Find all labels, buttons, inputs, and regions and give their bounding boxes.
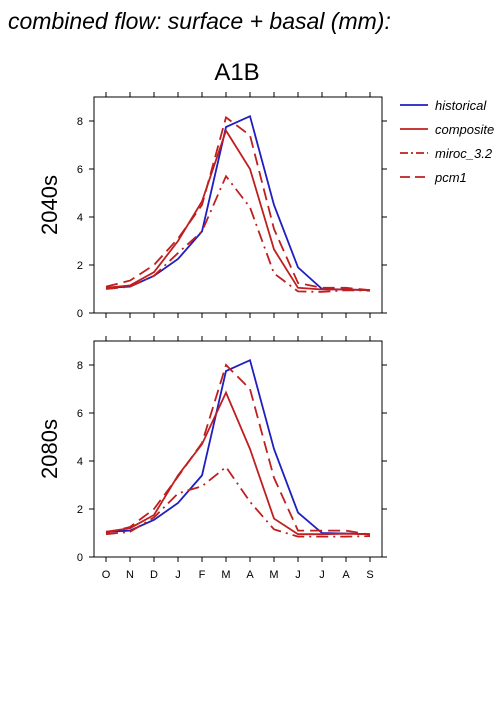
legend-label: miroc_3.2 bbox=[435, 146, 493, 161]
legend-item: historical bbox=[400, 98, 487, 113]
panel-2040s: 0 2 4 6 8 2040s bbox=[37, 92, 387, 320]
series-line-miroc-3-2 bbox=[105, 174, 371, 293]
plot-frame bbox=[93, 340, 383, 558]
legend-label: composite bbox=[435, 122, 494, 137]
x-tick-label: S bbox=[366, 569, 373, 581]
x-tick-label: M bbox=[269, 569, 278, 581]
x-tick-label: M bbox=[221, 569, 230, 581]
page-title: combined flow: surface + basal (mm): bbox=[8, 8, 391, 34]
series-line-historical bbox=[105, 114, 371, 292]
series-line-composite bbox=[105, 390, 371, 536]
x-tick-label: J bbox=[295, 569, 301, 581]
y-tick-label: 8 bbox=[77, 360, 83, 372]
y-tick-label: 4 bbox=[77, 456, 83, 468]
series-line-pcm1 bbox=[105, 115, 371, 292]
y-tick-label: 6 bbox=[77, 164, 83, 176]
legend-item: composite bbox=[400, 122, 494, 137]
x-tick-label: D bbox=[150, 569, 158, 581]
x-tick-label: A bbox=[246, 569, 254, 581]
y-tick-label: 2 bbox=[77, 504, 83, 516]
series-line-miroc-3-2 bbox=[105, 465, 371, 538]
y-tick-label: 0 bbox=[77, 552, 83, 564]
plot-frame bbox=[93, 96, 383, 314]
legend: historical composite miroc_3.2 pcm1 bbox=[400, 98, 494, 185]
y-tick-label: 4 bbox=[77, 212, 83, 224]
x-tick-label: O bbox=[102, 569, 111, 581]
y-tick-label: 0 bbox=[77, 308, 83, 320]
x-tick-label: F bbox=[199, 569, 206, 581]
panel-2080s: 0 2 4 6 8 O N D J F M A M J J A S 2080s bbox=[37, 336, 387, 581]
y-tick-label: 2 bbox=[77, 260, 83, 272]
legend-item: miroc_3.2 bbox=[400, 146, 493, 161]
x-tick-label: J bbox=[319, 569, 325, 581]
series-line-historical bbox=[105, 358, 371, 536]
series-line-pcm1 bbox=[105, 363, 371, 536]
x-tick-label: A bbox=[342, 569, 350, 581]
y-tick-label: 8 bbox=[77, 116, 83, 128]
legend-label: historical bbox=[435, 98, 487, 113]
x-tick-label: J bbox=[175, 569, 181, 581]
legend-item: pcm1 bbox=[400, 170, 467, 185]
series-line-composite bbox=[105, 128, 371, 292]
y-tick-label: 6 bbox=[77, 408, 83, 420]
panel-label: 2040s bbox=[37, 175, 62, 235]
legend-label: pcm1 bbox=[434, 170, 467, 185]
x-tick-label: N bbox=[126, 569, 134, 581]
panel-label: 2080s bbox=[37, 419, 62, 479]
scenario-title: A1B bbox=[214, 59, 259, 86]
